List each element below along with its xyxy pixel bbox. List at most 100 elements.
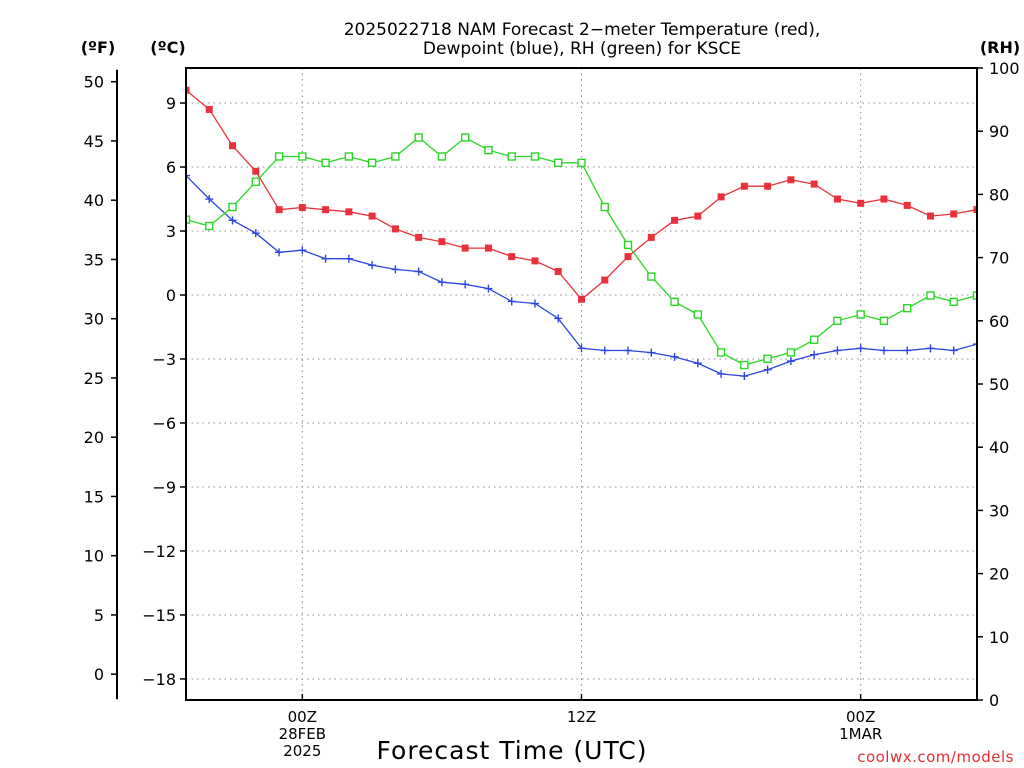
celsius-tick-label: −3 [152, 350, 176, 369]
rh-tick-label: 90 [989, 122, 1009, 141]
rh-point [391, 152, 400, 161]
rh-point [298, 152, 307, 161]
celsius-tick-label: 0 [166, 286, 176, 305]
temperature-point [554, 268, 562, 276]
rh-axis: 0 10 20 30 40 50 60 70 80 90 100 [977, 59, 1020, 710]
dewpoint-point [437, 278, 446, 287]
temperature-point [275, 206, 283, 214]
temperature-point [438, 238, 446, 246]
series-group [159, 86, 1024, 381]
rh-point [786, 348, 796, 357]
rh-point [367, 158, 377, 168]
rh-point [763, 354, 772, 363]
temperature-point [880, 195, 888, 203]
rh-point [186, 215, 191, 224]
dewpoint-point [856, 344, 865, 353]
fahrenheit-tick-label: 50 [84, 73, 104, 92]
fahrenheit-tick-label: 40 [84, 191, 104, 210]
celsius-axis: 9 6 3 0 −3 −6 −9 −12 −15 −18 [142, 94, 186, 689]
celsius-tick-label: −6 [152, 414, 176, 433]
rh-point [972, 291, 977, 300]
dewpoint-point [693, 359, 702, 368]
temperature-point [950, 210, 958, 218]
dewpoint-point [368, 261, 377, 270]
temperature-point [322, 206, 330, 214]
rh-tick-label: 60 [989, 312, 1009, 331]
rh-point [437, 152, 447, 161]
rh-point [693, 310, 703, 319]
temperature-line [186, 89, 977, 301]
time-tick-label: 12Z [567, 708, 596, 726]
fahrenheit-tick-label: 30 [84, 310, 104, 329]
dewpoint-line [186, 174, 977, 377]
temperature-point [508, 253, 516, 261]
dewpoint-point [1020, 308, 1024, 316]
rh-point [321, 158, 330, 168]
temperature-point [229, 142, 237, 150]
temperature-point [903, 201, 911, 209]
celsius-tick-label: −9 [152, 478, 176, 497]
celsius-tick-label: 3 [166, 222, 176, 241]
dewpoint-point [186, 171, 190, 180]
time-tick-label: 2025 [283, 742, 321, 760]
chart-title-line-2: Dewpoint (blue), RH (green) for KSCE [423, 39, 741, 59]
dewpoint-point [717, 369, 726, 378]
dewpoint-point [949, 346, 958, 355]
temperature-point [461, 244, 469, 252]
dewpoint-point [740, 372, 749, 381]
rh-point [159, 185, 166, 192]
rh-tick-label: 40 [989, 438, 1009, 457]
rh-point [833, 316, 842, 325]
temperature-point [186, 86, 190, 94]
dewpoint-point [484, 284, 493, 293]
fahrenheit-tick-label: 45 [84, 132, 104, 151]
rh-point [600, 202, 609, 212]
rh-point [647, 272, 656, 281]
temperature-point [415, 233, 423, 241]
dewpoint-point [159, 180, 167, 188]
dewpoint-point [577, 344, 586, 353]
dewpoint-point [298, 246, 307, 255]
dewpoint-point [228, 216, 237, 225]
dewpoint-point [670, 352, 679, 361]
temperature-point [787, 176, 795, 184]
rh-point [228, 202, 237, 212]
rh-point [205, 221, 214, 231]
celsius-unit-label: (ºC) [150, 38, 185, 57]
rh-point [577, 158, 586, 168]
rh-point [484, 145, 493, 155]
temperature-point [857, 199, 865, 207]
dewpoint-point [810, 350, 819, 359]
rh-point [274, 152, 284, 161]
dewpoint-point [275, 248, 284, 257]
temperature-point [740, 182, 748, 190]
rh-point [903, 303, 912, 313]
credit-label: coolwx.com/models [857, 748, 1014, 766]
temperature-point [345, 208, 353, 216]
x-axis-label: Forecast Time (UTC) [377, 736, 648, 765]
dewpoint-point [624, 346, 633, 355]
time-tick-label: 1MAR [839, 725, 882, 743]
dewpoint-point [391, 265, 400, 274]
rh-point [1020, 260, 1024, 267]
fahrenheit-tick-label: 35 [84, 250, 104, 269]
dewpoint-point [833, 346, 842, 355]
fahrenheit-tick-label: 10 [84, 547, 104, 566]
time-axis: 00Z28FEB202512Z00Z1MAR12Z00Z2MAR12Z00Z3M… [279, 694, 882, 760]
time-tick-label: 28FEB [279, 725, 326, 743]
dewpoint-point [507, 297, 516, 306]
temperature-point [1020, 198, 1024, 205]
rh-point [554, 158, 563, 168]
fahrenheit-axis: 0 5 10 15 20 25 30 35 40 45 50 [84, 69, 118, 700]
celsius-tick-label: −12 [142, 542, 176, 561]
fahrenheit-tick-label: 0 [94, 665, 104, 684]
rh-point [926, 291, 935, 300]
dewpoint-point [879, 346, 888, 355]
rh-point [740, 360, 749, 370]
dewpoint-point [530, 299, 539, 308]
dewpoint-point [205, 195, 214, 204]
dewpoint-point [251, 229, 260, 238]
temperature-point [810, 180, 818, 188]
temperature-point [391, 225, 399, 233]
